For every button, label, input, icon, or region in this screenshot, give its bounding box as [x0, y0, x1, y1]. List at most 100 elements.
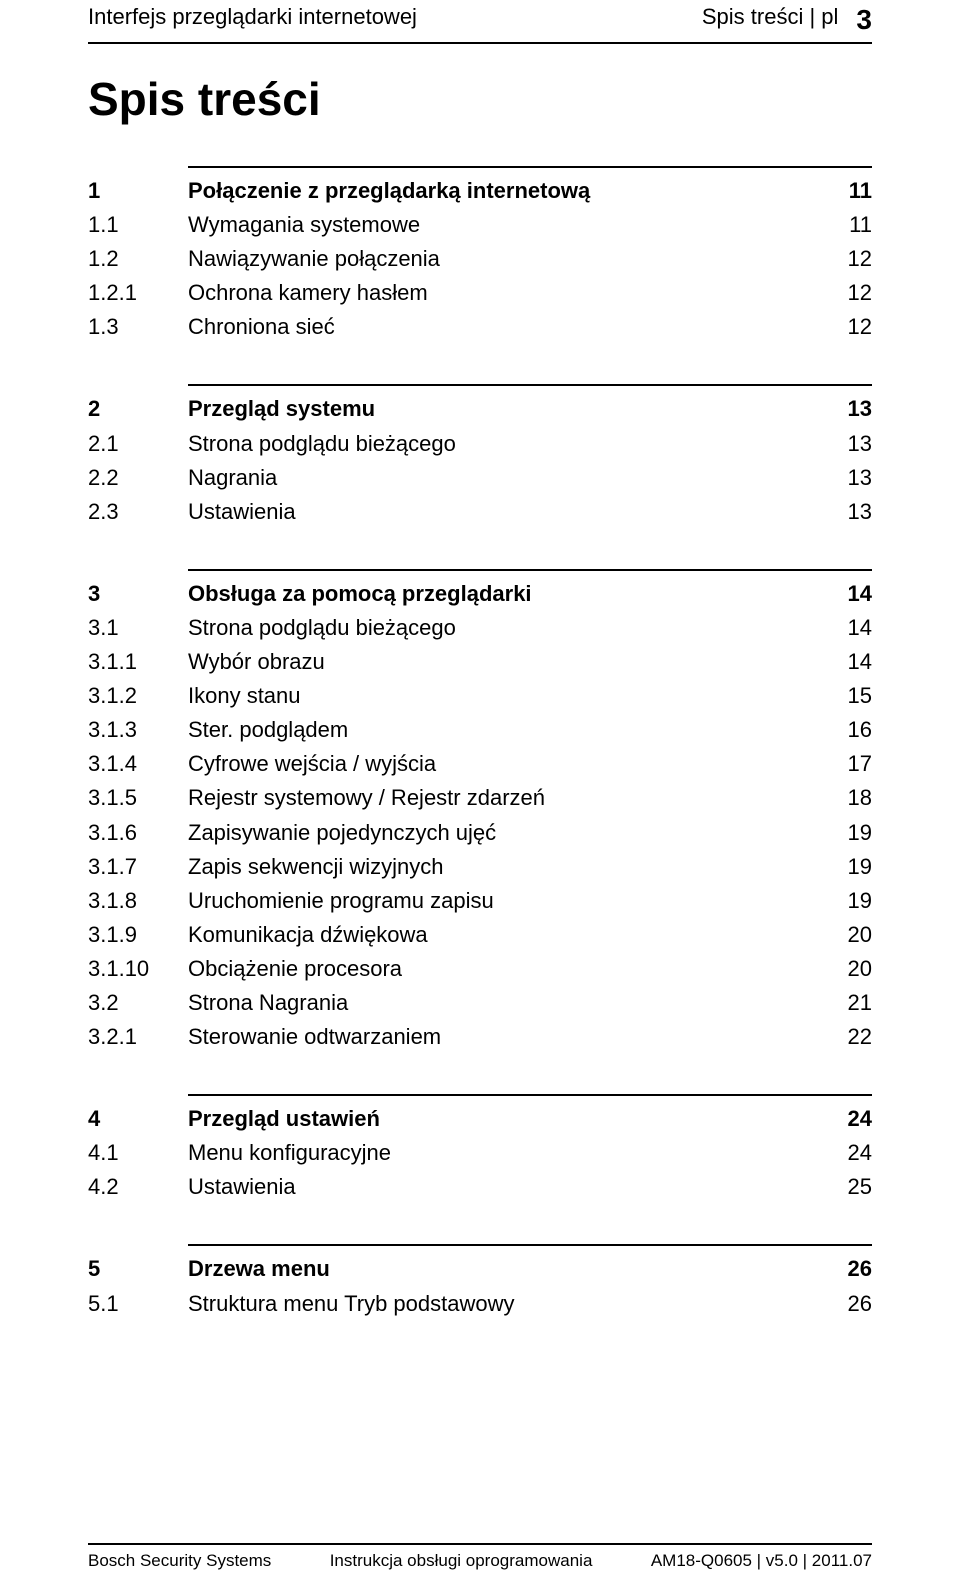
toc-entry-page: 13: [824, 427, 872, 461]
toc-entry-title: Menu konfiguracyjne: [188, 1136, 824, 1170]
toc-entry-title: Ustawienia: [188, 495, 824, 529]
toc-entry-title: Nagrania: [188, 461, 824, 495]
toc-entry-page: 14: [824, 645, 872, 679]
toc-entry-number: 2.3: [88, 495, 188, 529]
toc-section: 3Obsługa za pomocą przeglądarki143.1Stro…: [88, 569, 872, 1054]
toc-row: 4Przegląd ustawień24: [88, 1102, 872, 1136]
toc-entry-number: 3.1.6: [88, 816, 188, 850]
toc-entry-page: 20: [824, 952, 872, 986]
toc-section: 4Przegląd ustawień244.1Menu konfiguracyj…: [88, 1094, 872, 1204]
toc-row: 2Przegląd systemu13: [88, 392, 872, 426]
toc-entry-number: 5: [88, 1252, 188, 1286]
page-footer: Bosch Security Systems Instrukcja obsług…: [88, 1543, 872, 1571]
toc-entry-number: 4.2: [88, 1170, 188, 1204]
header-right-group: Spis treści | pl 3: [702, 4, 872, 36]
toc-entry-title: Ikony stanu: [188, 679, 824, 713]
toc-entry-page: 12: [824, 276, 872, 310]
toc-section-rule: [188, 166, 872, 168]
toc-row: 5Drzewa menu26: [88, 1252, 872, 1286]
toc-entry-number: 3.1.1: [88, 645, 188, 679]
toc-entry-title: Ustawienia: [188, 1170, 824, 1204]
toc-entry-title: Wymagania systemowe: [188, 208, 824, 242]
toc-row: 2.3Ustawienia13: [88, 495, 872, 529]
toc-section: 1Połączenie z przeglądarką internetową11…: [88, 166, 872, 344]
toc-entry-number: 1.2: [88, 242, 188, 276]
toc-row: 3.1.2Ikony stanu15: [88, 679, 872, 713]
toc-row: 3Obsługa za pomocą przeglądarki14: [88, 577, 872, 611]
toc-entry-title: Obciążenie procesora: [188, 952, 824, 986]
toc-entry-title: Uruchomienie programu zapisu: [188, 884, 824, 918]
toc-entry-number: 3.1.9: [88, 918, 188, 952]
toc-entry-title: Cyfrowe wejścia / wyjścia: [188, 747, 824, 781]
toc-entry-title: Wybór obrazu: [188, 645, 824, 679]
toc-section: 5Drzewa menu265.1Struktura menu Tryb pod…: [88, 1244, 872, 1320]
toc-entry-number: 3: [88, 577, 188, 611]
toc-section: 2Przegląd systemu132.1Strona podglądu bi…: [88, 384, 872, 528]
toc-entry-page: 26: [824, 1252, 872, 1286]
toc-entry-page: 13: [824, 392, 872, 426]
toc-container: 1Połączenie z przeglądarką internetową11…: [88, 166, 872, 1321]
toc-entry-title: Komunikacja dźwiękowa: [188, 918, 824, 952]
toc-row: 3.1.1Wybór obrazu14: [88, 645, 872, 679]
toc-row: 3.2.1Sterowanie odtwarzaniem22: [88, 1020, 872, 1054]
toc-entry-title: Drzewa menu: [188, 1252, 824, 1286]
toc-section-rule: [188, 569, 872, 571]
toc-entry-title: Przegląd ustawień: [188, 1102, 824, 1136]
toc-entry-page: 24: [824, 1102, 872, 1136]
toc-row: 3.1.8Uruchomienie programu zapisu19: [88, 884, 872, 918]
toc-row: 1.1Wymagania systemowe11: [88, 208, 872, 242]
toc-entry-page: 16: [824, 713, 872, 747]
toc-entry-page: 14: [824, 611, 872, 645]
header-right-text: Spis treści | pl: [702, 4, 839, 36]
toc-entry-number: 3.1.2: [88, 679, 188, 713]
toc-row: 3.1.6Zapisywanie pojedynczych ujęć19: [88, 816, 872, 850]
toc-row: 4.1Menu konfiguracyjne24: [88, 1136, 872, 1170]
toc-entry-page: 21: [824, 986, 872, 1020]
toc-entry-number: 2: [88, 392, 188, 426]
toc-entry-page: 11: [824, 208, 872, 242]
toc-entry-page: 15: [824, 679, 872, 713]
toc-row: 3.1.5Rejestr systemowy / Rejestr zdarzeń…: [88, 781, 872, 815]
toc-row: 4.2Ustawienia25: [88, 1170, 872, 1204]
toc-row: 1.3Chroniona sieć12: [88, 310, 872, 344]
toc-row: 2.2Nagrania13: [88, 461, 872, 495]
toc-entry-title: Zapisywanie pojedynczych ujęć: [188, 816, 824, 850]
toc-row: 2.1Strona podglądu bieżącego13: [88, 427, 872, 461]
footer-right: AM18-Q0605 | v5.0 | 2011.07: [651, 1551, 872, 1571]
toc-entry-number: 1.3: [88, 310, 188, 344]
toc-section-rule: [188, 1094, 872, 1096]
toc-entry-page: 17: [824, 747, 872, 781]
toc-entry-number: 3.1.10: [88, 952, 188, 986]
toc-row: 3.1.10Obciążenie procesora20: [88, 952, 872, 986]
toc-row: 1.2.1Ochrona kamery hasłem12: [88, 276, 872, 310]
toc-entry-page: 11: [824, 174, 872, 208]
toc-entry-title: Ochrona kamery hasłem: [188, 276, 824, 310]
toc-entry-page: 13: [824, 461, 872, 495]
toc-row: 3.1.4Cyfrowe wejścia / wyjścia17: [88, 747, 872, 781]
toc-entry-number: 3.1: [88, 611, 188, 645]
footer-left: Bosch Security Systems: [88, 1551, 271, 1571]
toc-entry-number: 3.2.1: [88, 1020, 188, 1054]
toc-entry-page: 19: [824, 816, 872, 850]
header-left-text: Interfejs przeglądarki internetowej: [88, 4, 417, 30]
header-page-number: 3: [856, 4, 872, 36]
toc-row: 3.1.9Komunikacja dźwiękowa20: [88, 918, 872, 952]
toc-entry-title: Struktura menu Tryb podstawowy: [188, 1287, 824, 1321]
document-page: Interfejs przeglądarki internetowej Spis…: [0, 0, 960, 1591]
toc-entry-page: 12: [824, 242, 872, 276]
toc-row: 1.2Nawiązywanie połączenia12: [88, 242, 872, 276]
footer-center: Instrukcja obsługi oprogramowania: [330, 1551, 593, 1571]
toc-entry-title: Sterowanie odtwarzaniem: [188, 1020, 824, 1054]
toc-entry-title: Strona podglądu bieżącego: [188, 611, 824, 645]
toc-entry-title: Przegląd systemu: [188, 392, 824, 426]
toc-entry-title: Strona Nagrania: [188, 986, 824, 1020]
toc-section-rule: [188, 384, 872, 386]
toc-entry-page: 19: [824, 850, 872, 884]
toc-entry-number: 5.1: [88, 1287, 188, 1321]
toc-entry-number: 1.2.1: [88, 276, 188, 310]
toc-entry-number: 3.2: [88, 986, 188, 1020]
toc-entry-number: 1.1: [88, 208, 188, 242]
toc-row: 3.1Strona podglądu bieżącego14: [88, 611, 872, 645]
toc-entry-number: 2.1: [88, 427, 188, 461]
toc-entry-number: 4.1: [88, 1136, 188, 1170]
